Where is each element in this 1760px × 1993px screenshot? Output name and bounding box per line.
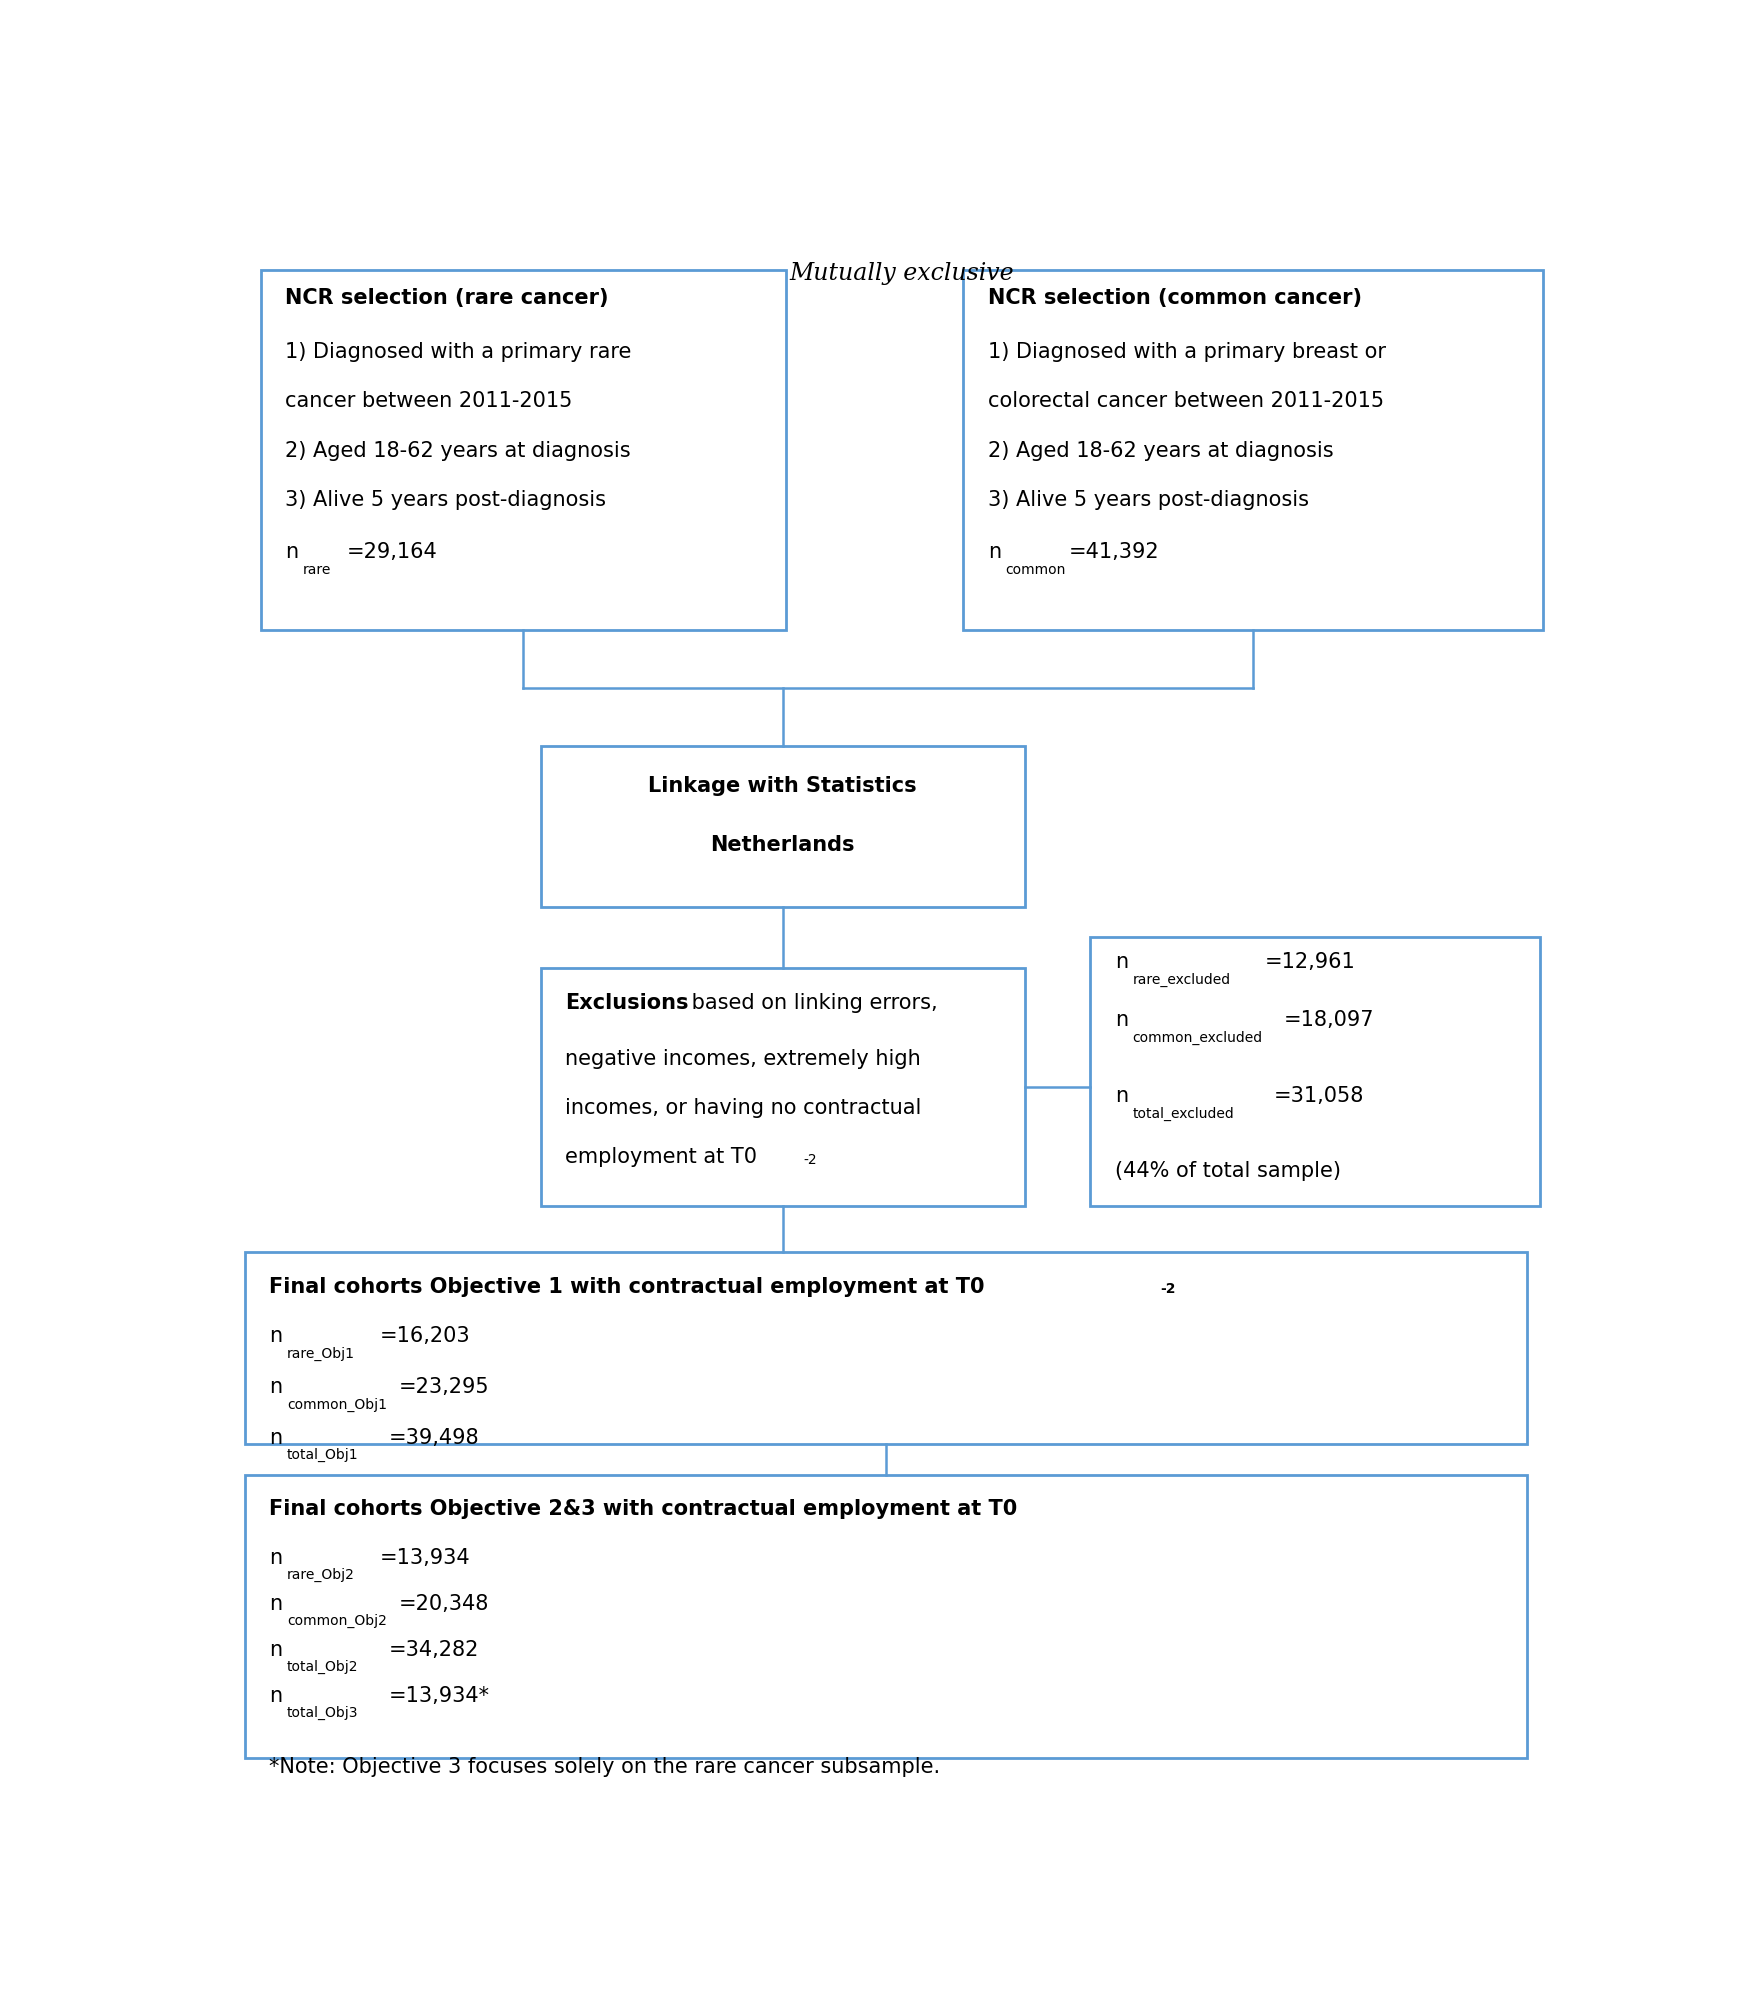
Text: negative incomes, extremely high: negative incomes, extremely high <box>565 1048 920 1068</box>
Text: 3) Alive 5 years post-diagnosis: 3) Alive 5 years post-diagnosis <box>285 490 607 510</box>
Text: =13,934*: =13,934* <box>389 1686 489 1706</box>
Text: n: n <box>269 1327 282 1347</box>
Text: common_Obj2: common_Obj2 <box>287 1614 387 1628</box>
Text: rare: rare <box>303 562 331 576</box>
Text: =13,934: =13,934 <box>380 1547 470 1568</box>
Text: n: n <box>269 1427 282 1447</box>
Bar <box>540 969 1024 1206</box>
Text: =39,498: =39,498 <box>389 1427 480 1447</box>
Text: 1) Diagnosed with a primary rare: 1) Diagnosed with a primary rare <box>285 343 632 363</box>
Text: based on linking errors,: based on linking errors, <box>685 993 938 1012</box>
Text: 3) Alive 5 years post-diagnosis: 3) Alive 5 years post-diagnosis <box>987 490 1309 510</box>
Text: Netherlands: Netherlands <box>711 835 855 855</box>
Text: rare_Obj1: rare_Obj1 <box>287 1347 356 1361</box>
Text: cancer between 2011-2015: cancer between 2011-2015 <box>285 391 572 411</box>
Text: common_Obj1: common_Obj1 <box>287 1397 387 1411</box>
Text: n: n <box>1114 1010 1128 1030</box>
Text: =34,282: =34,282 <box>389 1640 479 1660</box>
Text: n: n <box>1114 1086 1128 1106</box>
Text: n: n <box>269 1377 282 1397</box>
Text: =23,295: =23,295 <box>400 1377 489 1397</box>
Bar <box>260 269 787 630</box>
Text: =16,203: =16,203 <box>380 1327 470 1347</box>
Text: NCR selection (common cancer): NCR selection (common cancer) <box>987 289 1362 309</box>
Text: Mutually exclusive: Mutually exclusive <box>790 263 1014 285</box>
Text: 2) Aged 18-62 years at diagnosis: 2) Aged 18-62 years at diagnosis <box>987 440 1334 460</box>
Text: *Note: Objective 3 focuses solely on the rare cancer subsample.: *Note: Objective 3 focuses solely on the… <box>269 1758 940 1778</box>
Text: incomes, or having no contractual: incomes, or having no contractual <box>565 1098 922 1118</box>
Bar <box>245 1475 1526 1758</box>
Text: common: common <box>1005 562 1067 576</box>
Text: n: n <box>269 1640 282 1660</box>
Text: rare_excluded: rare_excluded <box>1132 973 1230 987</box>
Text: total_Obj2: total_Obj2 <box>287 1660 359 1674</box>
Text: n: n <box>987 542 1001 562</box>
Text: total_Obj3: total_Obj3 <box>287 1706 359 1720</box>
Bar <box>245 1252 1526 1443</box>
Text: =29,164: =29,164 <box>347 542 436 562</box>
Text: =20,348: =20,348 <box>400 1594 489 1614</box>
Text: n: n <box>269 1686 282 1706</box>
Text: n: n <box>269 1547 282 1568</box>
Text: Exclusions: Exclusions <box>565 993 688 1012</box>
Text: 1) Diagnosed with a primary breast or: 1) Diagnosed with a primary breast or <box>987 343 1385 363</box>
Text: Linkage with Statistics: Linkage with Statistics <box>648 777 917 797</box>
Text: total_Obj1: total_Obj1 <box>287 1449 359 1463</box>
Text: n: n <box>1114 953 1128 973</box>
Text: 2) Aged 18-62 years at diagnosis: 2) Aged 18-62 years at diagnosis <box>285 440 632 460</box>
Text: Final cohorts Objective 1 with contractual employment at T0: Final cohorts Objective 1 with contractu… <box>269 1278 984 1297</box>
Text: employment at T0: employment at T0 <box>565 1148 757 1168</box>
Bar <box>540 745 1024 907</box>
Text: common_excluded: common_excluded <box>1132 1030 1262 1044</box>
Text: (44% of total sample): (44% of total sample) <box>1114 1160 1341 1180</box>
Text: n: n <box>269 1594 282 1614</box>
Text: =12,961: =12,961 <box>1264 953 1355 973</box>
Text: NCR selection (rare cancer): NCR selection (rare cancer) <box>285 289 609 309</box>
Text: =31,058: =31,058 <box>1274 1086 1364 1106</box>
Text: =18,097: =18,097 <box>1285 1010 1375 1030</box>
Text: n: n <box>285 542 299 562</box>
Bar <box>963 269 1544 630</box>
Text: =41,392: =41,392 <box>1068 542 1160 562</box>
Text: -2: -2 <box>1160 1281 1176 1295</box>
Text: rare_Obj2: rare_Obj2 <box>287 1568 356 1582</box>
Text: Final cohorts Objective 2&3 with contractual employment at T0: Final cohorts Objective 2&3 with contrac… <box>269 1499 1017 1519</box>
Text: total_excluded: total_excluded <box>1132 1106 1234 1120</box>
Bar <box>1089 937 1540 1206</box>
Text: colorectal cancer between 2011-2015: colorectal cancer between 2011-2015 <box>987 391 1383 411</box>
Text: -2: -2 <box>804 1154 817 1168</box>
